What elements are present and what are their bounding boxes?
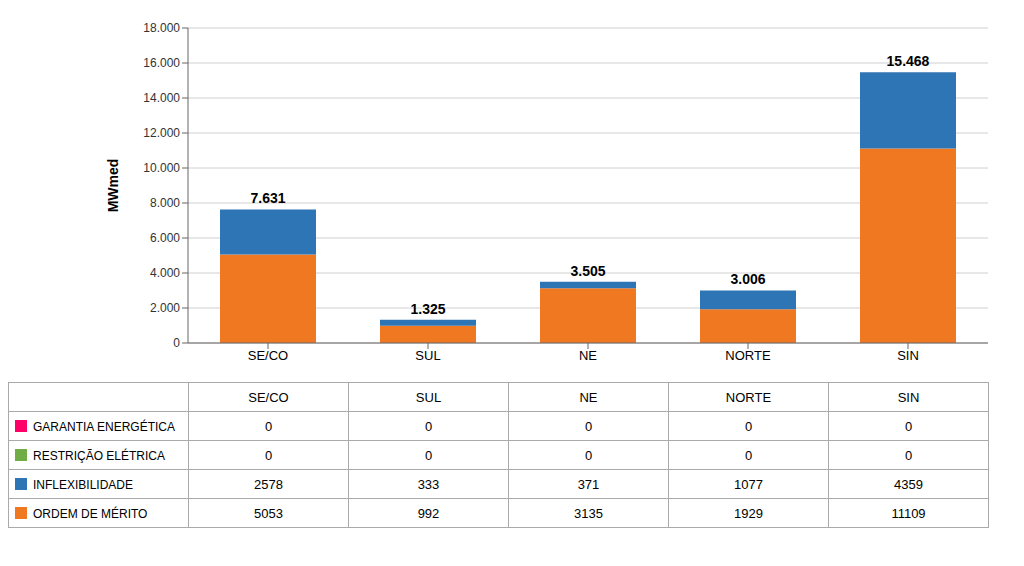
html-text:0: 0 — [264, 447, 273, 463]
html-text:2578: 2578 — [254, 476, 283, 492]
svg-text:8.000: 8.000 — [150, 196, 180, 210]
svg-text:1.325: 1.325 — [410, 301, 445, 317]
svg-text:SE/CO: SE/CO — [248, 348, 288, 363]
svg-text:7.631: 7.631 — [250, 190, 285, 206]
svg-text:2.000: 2.000 — [150, 301, 180, 315]
html-text:GARANTIA ENERGÉTICA: GARANTIA ENERGÉTICA — [33, 419, 175, 434]
html-text:0: 0 — [424, 418, 433, 434]
html-text:3135: 3135 — [574, 505, 603, 521]
html-text:4359: 4359 — [894, 476, 923, 492]
svg-text:15.468: 15.468 — [887, 53, 930, 69]
svg-text:4.000: 4.000 — [150, 266, 180, 280]
html-text:0: 0 — [584, 418, 593, 434]
svg-text:16.000: 16.000 — [143, 56, 180, 70]
svg-text:6.000: 6.000 — [150, 231, 180, 245]
html-text:1929: 1929 — [734, 505, 763, 521]
html-text:RESTRIÇÃO ELÉTRICA: RESTRIÇÃO ELÉTRICA — [33, 448, 165, 463]
html-text:0: 0 — [904, 418, 913, 434]
html-text:0: 0 — [584, 447, 593, 463]
html-text:1077: 1077 — [734, 476, 763, 492]
html-text:992: 992 — [417, 505, 440, 521]
html-text:ORDEM DE MÉRITO: ORDEM DE MÉRITO — [33, 506, 148, 521]
html-text:0: 0 — [264, 418, 273, 434]
svg-text:SIN: SIN — [897, 348, 919, 363]
svg-text:10.000: 10.000 — [143, 161, 180, 175]
html-text:0: 0 — [744, 447, 753, 463]
html-text:5053: 5053 — [254, 505, 283, 521]
svg-text:NORTE: NORTE — [725, 348, 771, 363]
html-text:11109: 11109 — [891, 505, 926, 521]
html-text:0: 0 — [744, 418, 753, 434]
html-text:SUL: SUL — [415, 389, 442, 405]
html-text:SIN: SIN — [897, 389, 920, 405]
svg-text:MWmed: MWmed — [105, 159, 121, 213]
html-text:333: 333 — [417, 476, 440, 492]
svg-text:3.505: 3.505 — [570, 263, 605, 279]
svg-text:12.000: 12.000 — [143, 126, 180, 140]
html-text:SE/CO: SE/CO — [248, 389, 289, 405]
html-text:0: 0 — [904, 447, 913, 463]
html-text:NE: NE — [579, 389, 598, 405]
svg-text:3.006: 3.006 — [730, 271, 765, 287]
svg-text:14.000: 14.000 — [143, 91, 180, 105]
svg-text:NE: NE — [579, 348, 597, 363]
svg-text:18.000: 18.000 — [143, 21, 180, 35]
svg-text:0: 0 — [173, 336, 180, 350]
html-text:INFLEXIBILIDADE: INFLEXIBILIDADE — [33, 477, 133, 492]
html-text:NORTE: NORTE — [725, 389, 772, 405]
svg-text:SUL: SUL — [415, 348, 440, 363]
html-text:0: 0 — [424, 447, 433, 463]
html-text:371: 371 — [577, 476, 600, 492]
